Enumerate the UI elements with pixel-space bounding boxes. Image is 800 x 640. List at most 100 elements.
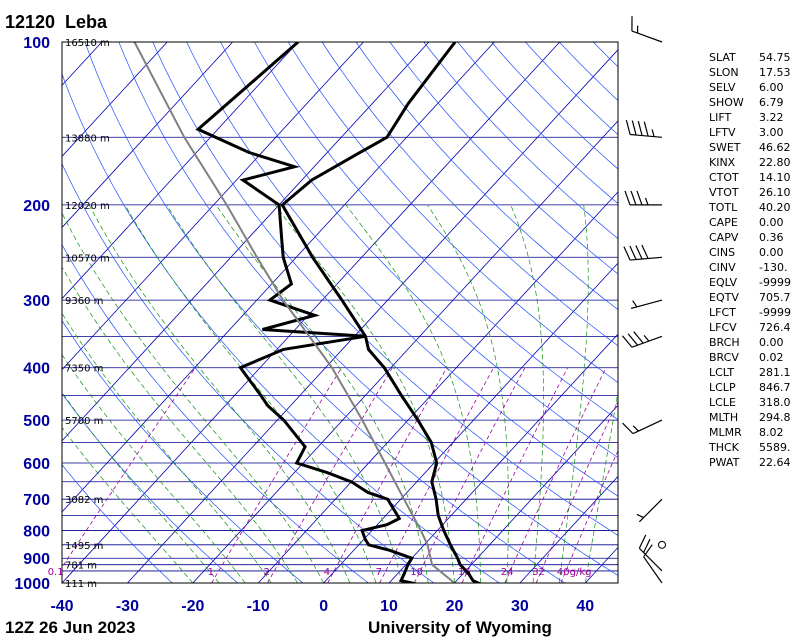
- index-value: -9999: [759, 276, 791, 289]
- mixing-ratio-labels: 0.1 1 2 4 7 10 16 24 32 40g/kg: [48, 567, 592, 578]
- dry-adiabat-line: [118, 42, 618, 576]
- index-row-selv: SELV 6.00: [709, 80, 799, 95]
- index-value: 0.02: [759, 351, 784, 364]
- index-key: LCLT: [709, 366, 735, 379]
- pressure-tick-label: 300: [23, 293, 50, 310]
- moist-adiabat-line: [62, 212, 324, 583]
- barb-half: [632, 300, 638, 308]
- temperature-tick-label: -40: [50, 598, 73, 615]
- isotherm-line: [62, 42, 233, 229]
- mixing-ratio-label: 24: [501, 567, 514, 578]
- index-value: 726.4: [759, 321, 791, 334]
- index-key: PWAT: [709, 456, 740, 469]
- index-value: 281.1: [759, 366, 791, 379]
- height-label: 16510 m: [65, 38, 110, 49]
- wind-barb: [624, 190, 662, 206]
- barb-full: [631, 120, 637, 136]
- index-key: EQLV: [709, 276, 738, 289]
- index-key: KINX: [709, 156, 736, 169]
- index-row-capv: CAPV 0.36: [709, 230, 799, 245]
- dry-adiabat-line: [186, 42, 618, 497]
- index-key: CINS: [709, 246, 736, 259]
- mixing-ratio-line: [211, 367, 342, 583]
- dry-adiabat-line: [62, 163, 435, 583]
- index-row-vtot: VTOT 26.10: [709, 185, 799, 200]
- barb-half: [636, 25, 639, 34]
- pressure-tick-label: 700: [23, 492, 50, 509]
- dry-adiabat-line: [62, 464, 173, 583]
- index-value: 22.64: [759, 456, 791, 469]
- moist-adiabat-line: [345, 204, 481, 583]
- index-row-lfcv: LFCV 726.4: [709, 320, 799, 335]
- mixing-ratio-label: 1: [208, 567, 214, 578]
- barb-full: [636, 190, 643, 206]
- index-key: SWET: [709, 141, 741, 154]
- index-key: MLMR: [709, 426, 742, 439]
- index-row-brcv: BRCV 0.02: [709, 350, 799, 365]
- index-value: 0.00: [759, 246, 784, 259]
- wind-barbs: [621, 16, 666, 584]
- moist-adiabat-line: [274, 204, 455, 583]
- pressure-tick-label: 800: [23, 524, 50, 541]
- index-key: BRCV: [709, 351, 739, 364]
- index-row-lclt: LCLT 281.1: [709, 365, 799, 380]
- plot-frame: [61, 41, 619, 584]
- index-key: LCLE: [709, 396, 736, 409]
- barb-full: [637, 121, 643, 136]
- index-row-lftv: LFTV 3.00: [709, 125, 799, 140]
- index-value: 8.02: [759, 426, 784, 439]
- mixing-ratio-line: [504, 367, 607, 583]
- barb-full: [631, 16, 633, 32]
- barb-full: [641, 244, 649, 259]
- isotherm-line: [127, 49, 618, 583]
- index-key: LFCT: [709, 306, 736, 319]
- index-key: SLAT: [709, 51, 736, 64]
- pressure-tick-label: 400: [23, 361, 50, 378]
- isotherm-line: [192, 120, 618, 583]
- barb-staff: [630, 299, 663, 309]
- temperature-tick-label: 30: [511, 598, 529, 615]
- index-row-totl: TOTL 40.20: [709, 200, 799, 215]
- barb-full: [638, 534, 647, 549]
- height-label: 7350 m: [65, 364, 103, 375]
- isotherm-line: [62, 42, 168, 157]
- isotherm-line: [257, 191, 618, 583]
- isotherm-line: [62, 42, 364, 371]
- index-key: CAPE: [709, 216, 738, 229]
- index-value: 3.00: [759, 126, 784, 139]
- moist-adiabat-line: [62, 266, 298, 583]
- mixing-ratio-label: 4: [324, 567, 330, 578]
- height-labels: 16510 m 13880 m 12020 m 10570 m 9360 m 7350 m…: [65, 38, 110, 590]
- wind-barb: [631, 16, 663, 43]
- temperature-tick-label: -30: [116, 598, 139, 615]
- station-id: 12120: [5, 12, 55, 32]
- barb-full: [633, 331, 644, 344]
- moist-adiabat-line: [62, 426, 194, 583]
- index-value: -9999: [759, 306, 791, 319]
- height-label: 9360 m: [65, 296, 103, 307]
- mixing-ratio-label: 16: [458, 567, 471, 578]
- index-key: LFTV: [709, 126, 736, 139]
- index-key: TOTL: [709, 201, 738, 214]
- mixing-ratio-label: 10: [410, 567, 423, 578]
- index-value: 6.00: [759, 81, 784, 94]
- index-row-lcle: LCLE 318.0: [709, 395, 799, 410]
- mixing-ratio-line: [267, 367, 393, 583]
- barb-half: [636, 513, 644, 519]
- isotherm-line: [62, 42, 299, 300]
- calm-wind-circle: [658, 540, 666, 549]
- dry-adiabat-line: [84, 42, 565, 583]
- pressure-tick-label: 600: [23, 456, 50, 473]
- wind-barb: [630, 299, 663, 309]
- barb-half: [651, 129, 655, 137]
- dry-adiabat-line: [152, 42, 618, 536]
- temperature-tick-label: 0: [319, 598, 328, 615]
- mixing-ratio-label: 32: [532, 567, 545, 578]
- index-value: 14.10: [759, 171, 791, 184]
- index-row-lfct: LFCT -9999: [709, 305, 799, 320]
- index-row-eqlv: EQLV -9999: [709, 275, 799, 290]
- dry-adiabat-line: [287, 42, 618, 383]
- index-row-mlmr: MLMR 8.02: [709, 425, 799, 440]
- index-row-thck: THCK 5589.: [709, 440, 799, 455]
